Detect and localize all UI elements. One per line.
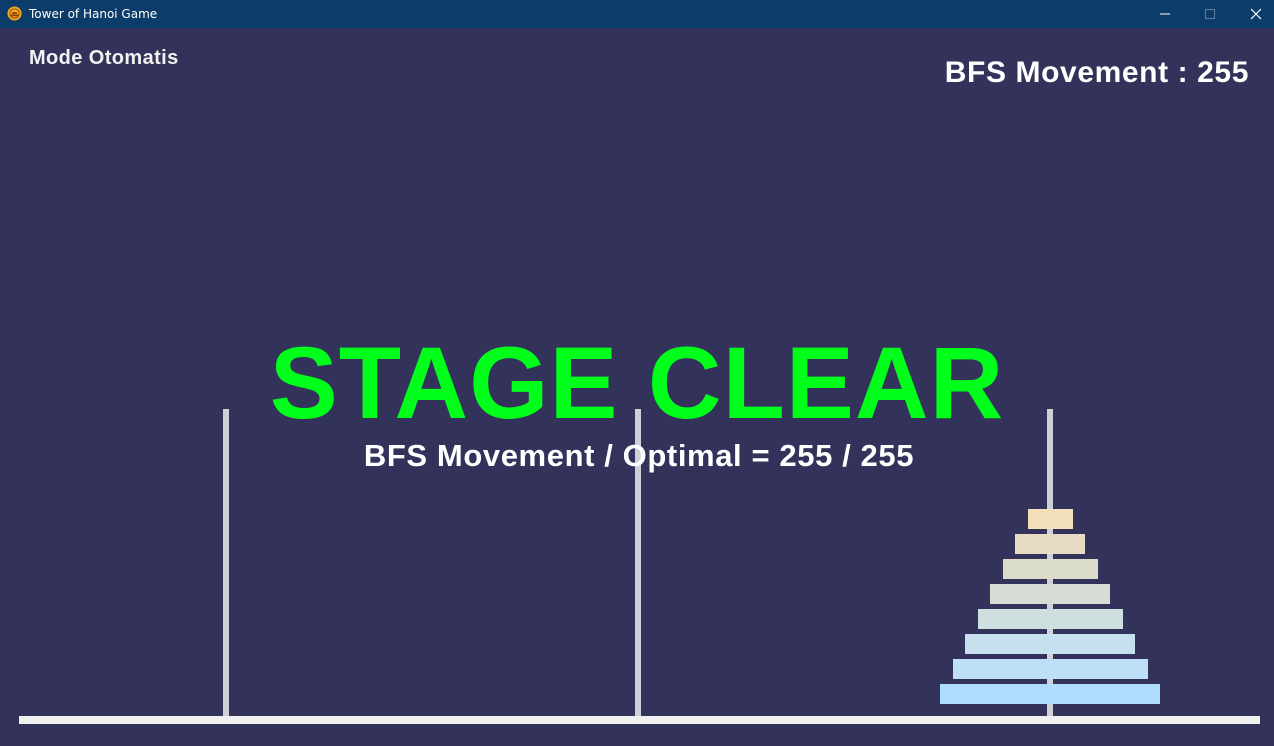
peg-left[interactable] bbox=[223, 409, 229, 717]
moves-counter: BFS Movement : 255 bbox=[944, 56, 1249, 89]
stage-clear-title: STAGE CLEAR bbox=[269, 326, 1005, 440]
tower-base bbox=[19, 716, 1260, 724]
disk-2[interactable] bbox=[1015, 534, 1085, 554]
title-bar[interactable]: Tower of Hanoi Game bbox=[0, 0, 1274, 28]
close-icon bbox=[1250, 8, 1262, 20]
disk-3[interactable] bbox=[1002, 559, 1098, 579]
result-summary: BFS Movement / Optimal = 255 / 255 bbox=[363, 438, 915, 473]
hanoi-app-icon bbox=[7, 6, 22, 21]
close-button[interactable] bbox=[1233, 0, 1274, 28]
minimize-button[interactable] bbox=[1142, 0, 1188, 28]
disk-7[interactable] bbox=[952, 659, 1148, 679]
disk-5[interactable] bbox=[977, 609, 1123, 629]
disk-1[interactable] bbox=[1027, 509, 1073, 529]
disk-8[interactable] bbox=[940, 684, 1160, 704]
peg-middle[interactable] bbox=[635, 409, 641, 717]
maximize-icon bbox=[1205, 9, 1215, 19]
game-canvas[interactable]: Mode Otomatis BFS Movement : 255 STAGE C… bbox=[0, 28, 1274, 746]
mode-label: Mode Otomatis bbox=[29, 47, 179, 69]
minimize-icon bbox=[1160, 13, 1170, 15]
disk-6[interactable] bbox=[965, 634, 1135, 654]
maximize-button[interactable] bbox=[1187, 0, 1233, 28]
window-title: Tower of Hanoi Game bbox=[29, 7, 158, 21]
disk-4[interactable] bbox=[990, 584, 1110, 604]
